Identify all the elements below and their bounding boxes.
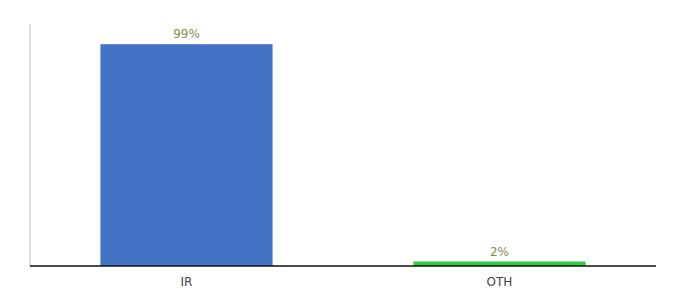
chart-svg: 99% 2% IR OTH	[0, 0, 680, 300]
bars	[100, 44, 585, 266]
x-tick-label: IR	[181, 275, 193, 289]
bar	[100, 44, 272, 266]
x-axis-line	[30, 265, 656, 267]
data-labels: 99% 2%	[173, 27, 509, 258]
data-label: 99%	[173, 27, 200, 41]
chart-container: 99% 2% IR OTH	[0, 0, 680, 300]
y-axis-line	[30, 24, 31, 266]
data-label: 2%	[490, 245, 509, 259]
x-tick-label: OTH	[487, 275, 513, 289]
plot-area: 99% 2% IR OTH	[30, 24, 656, 289]
